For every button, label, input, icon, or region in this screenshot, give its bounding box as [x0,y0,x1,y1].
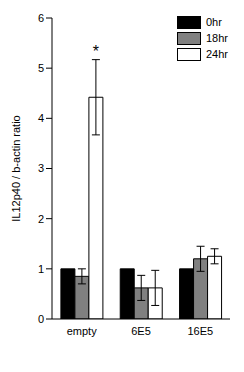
svg-text:*: * [93,43,99,60]
svg-text:0: 0 [38,313,44,325]
svg-text:IL12p40 / b-actin ratio: IL12p40 / b-actin ratio [10,115,22,221]
svg-text:6E5: 6E5 [131,325,151,337]
svg-text:3: 3 [38,162,44,174]
html-text:24hr: 24hr [206,48,228,60]
svg-text:2: 2 [38,213,44,225]
svg-text:empty: empty [67,325,97,337]
html-text:18hr: 18hr [206,32,228,44]
svg-text:6: 6 [38,12,44,24]
svg-text:5: 5 [38,62,44,74]
svg-text:1: 1 [38,263,44,275]
svg-text:4: 4 [38,112,44,124]
html-text:0hr: 0hr [206,16,222,28]
svg-text:16E5: 16E5 [187,325,213,337]
